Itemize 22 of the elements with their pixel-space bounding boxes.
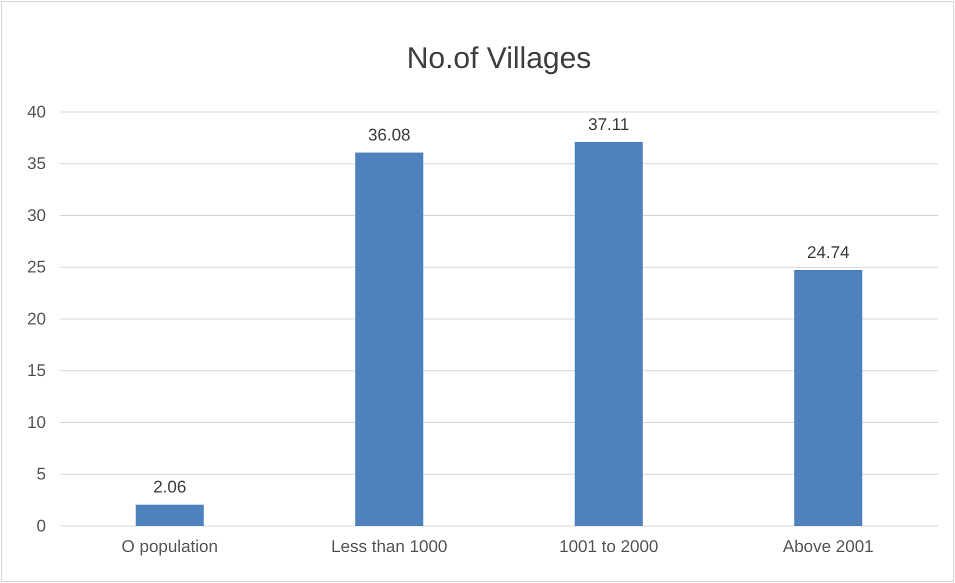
- data-label: 24.74: [806, 242, 850, 262]
- y-tick-label: 30: [27, 206, 46, 225]
- bar: [355, 152, 424, 526]
- x-tick-label: O population: [122, 537, 218, 556]
- y-tick-label: 10: [27, 412, 46, 432]
- chart-title: No.of Villages: [406, 42, 592, 75]
- y-tick-label: 15: [27, 361, 46, 380]
- y-tick-label: 40: [27, 102, 46, 122]
- bar: [136, 504, 204, 526]
- y-tick-label: 25: [27, 258, 46, 277]
- bar: [574, 142, 643, 526]
- y-tick-label: 5: [36, 464, 46, 484]
- x-tick-label: Less than 1000: [331, 537, 448, 556]
- y-tick-label: 0: [36, 516, 46, 536]
- data-label: 2.06: [153, 478, 186, 497]
- y-tick-label: 35: [27, 154, 46, 174]
- bar: [794, 270, 862, 526]
- data-label: 36.08: [368, 126, 411, 145]
- data-label: 37.11: [588, 114, 630, 134]
- x-tick-label: Above 2001: [782, 537, 874, 556]
- y-tick-label: 20: [27, 309, 46, 328]
- x-tick-label: 1001 to 2000: [559, 537, 658, 556]
